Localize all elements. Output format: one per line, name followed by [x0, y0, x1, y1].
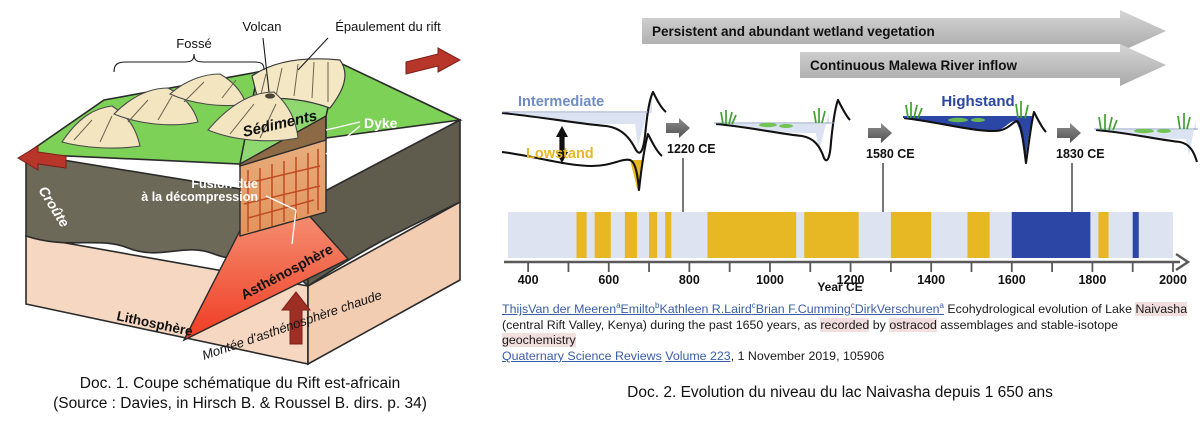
reeds-icon [813, 108, 826, 124]
cross-section-highstand: Highstand [903, 93, 1047, 165]
naivasha-lake-level-figure: Persistent and abundant wetland vegetati… [480, 0, 1200, 295]
cross-section-wetland-2 [1094, 113, 1199, 163]
timeline-segment-lowstand [624, 212, 637, 258]
axis-tick-label: 1000 [756, 273, 784, 287]
citation-rest: , 1 November 2019, 105906 [730, 348, 885, 363]
reeds-icon [1177, 113, 1191, 130]
citation-l2-c: assemblages and stable-isotope [936, 317, 1118, 332]
level-range-arrow [556, 126, 568, 163]
timeline-segment-lowstand [967, 212, 990, 258]
label-lowstand: Lowstand [526, 146, 594, 162]
citation-line-2: (central Rift Valley, Kenya) during the … [502, 317, 1192, 349]
cross-section-wetland-1 [714, 98, 851, 162]
axis-tick-label: 1400 [917, 273, 945, 287]
transition-label-1220: 1220 CE [667, 142, 716, 156]
reeds-icon [1015, 101, 1029, 119]
transition-1220: 1220 CE [666, 118, 716, 212]
transition-1580: 1580 CE [866, 123, 915, 212]
timeline-segment-lowstand [576, 212, 587, 258]
label-volcan: Volcan [242, 19, 281, 34]
rift-block-diagram: Fossé Volcan Épaulement du rift Sédiment… [8, 4, 472, 374]
timeline-segment-lowstand [890, 212, 932, 258]
banner-wetland-label: Persistent and abundant wetland vegetati… [652, 24, 935, 39]
label-epaulement: Épaulement du rift [335, 19, 441, 34]
citation-title-naivasha: Naivasha [1135, 302, 1188, 317]
timeline-segment-lowstand [804, 212, 859, 258]
reeds-icon [1098, 114, 1118, 131]
citation-l2-geochem: geochemistry [502, 333, 576, 348]
axis-tick-label: 800 [679, 273, 700, 287]
citation-volume-link[interactable]: Volume 223 [665, 348, 731, 363]
axis-tick-labels: 400 600 800 1000 1200 1400 1600 1800 2000 [518, 273, 1187, 287]
label-fosse: Fossé [176, 36, 211, 51]
axis-tick-label: 1200 [837, 273, 865, 287]
axis-tick-label: 1800 [1078, 273, 1106, 287]
transition-1830: 1830 CE [1056, 123, 1105, 212]
timeline-segment-lowstand [707, 212, 797, 258]
banner-malewa-label: Continuous Malewa River inflow [810, 58, 1018, 73]
label-intermediate: Intermediate [518, 94, 604, 110]
citation-line-1: ThijsVan der MeerenaEmiltobKathleen R.La… [502, 298, 1192, 318]
upwelling-arrow [280, 291, 312, 345]
citation-l2-recorded: recorded [820, 317, 870, 332]
citation-journal-link[interactable]: Quaternary Science Reviews [502, 348, 662, 363]
axis-tick-label: 600 [598, 273, 619, 287]
timeline-segment-lowstand [665, 212, 672, 258]
doc1-panel: Fossé Volcan Épaulement du rift Sédiment… [0, 0, 480, 443]
timeline-segment-lowstand [649, 212, 658, 258]
time-axis: 400 600 800 1000 1200 1400 1600 1800 2000 Year C… [504, 253, 1191, 294]
citation-line-3: Quaternary Science Reviews Volume 223, 1… [502, 349, 1192, 365]
label-fusion-line1: Fusion due [191, 177, 258, 191]
label-dyke: Dyke [364, 115, 398, 131]
axis-tick-label: 400 [518, 273, 539, 287]
citation-title-part1: Ecohydrological evolution of Lake [943, 302, 1136, 317]
timeline-segment-lowstand [594, 212, 611, 258]
timeline-segments [576, 212, 1139, 258]
extension-arrow-left [17, 145, 67, 171]
doc2-caption: Doc. 2. Evolution du niveau du lac Naiva… [627, 384, 1053, 401]
timeline-bar [508, 212, 1173, 258]
axis-tick-label: 2000 [1159, 273, 1187, 287]
timeline-segment-lowstand [1098, 212, 1109, 258]
axis-title: Year CE [817, 280, 862, 294]
citation-l2-b: by [869, 317, 890, 332]
doc1-caption-line1: Doc. 1. Coupe schématique du Rift est-af… [79, 375, 401, 392]
timeline-segment-highstand [1011, 212, 1091, 258]
label-highstand: Highstand [941, 93, 1014, 110]
cross-section-intermediate: Intermediate [501, 90, 667, 154]
reeds-icon [905, 102, 923, 119]
citation-l2-ostracod: ostracod [889, 317, 937, 332]
transition-label-1580: 1580 CE [866, 147, 915, 161]
doc1-caption-line2: (Source : Davies, in Hirsch B. & Roussel… [53, 395, 427, 412]
doc1-caption: Doc. 1. Coupe schématique du Rift est-af… [0, 374, 480, 414]
citation-authors[interactable]: ThijsVan der MeerenaEmiltobKathleen R.La… [502, 301, 944, 317]
banner-wetland-vegetation: Persistent and abundant wetland vegetati… [642, 10, 1166, 52]
axis-ticks [527, 262, 1174, 272]
reeds-icon [720, 110, 737, 125]
label-fusion-line2: à la décompression [141, 190, 258, 204]
axis-tick-label: 1600 [998, 273, 1026, 287]
cross-section-lowstand: Lowstand [501, 132, 663, 192]
transition-label-1830: 1830 CE [1056, 147, 1105, 161]
citation-block: ThijsVan der MeerenaEmiltobKathleen R.La… [502, 298, 1192, 365]
citation-l2-a: (central Rift Valley, Kenya) during the … [502, 317, 821, 332]
extension-arrow-right [405, 47, 462, 75]
banner-malewa-inflow: Continuous Malewa River inflow [800, 44, 1166, 86]
timeline-segment-highstand [1132, 212, 1139, 258]
doc2-panel: Persistent and abundant wetland vegetati… [480, 0, 1200, 443]
